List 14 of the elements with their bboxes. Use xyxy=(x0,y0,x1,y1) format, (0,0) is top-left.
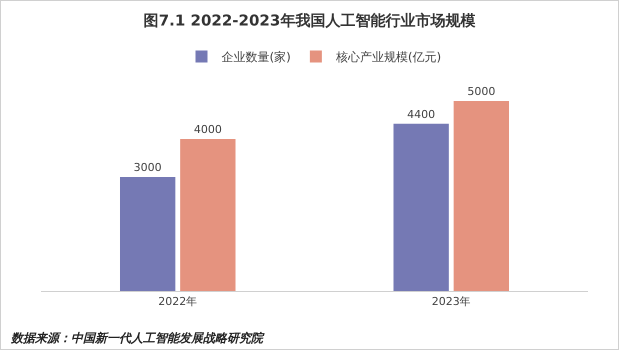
data-label: 4400 xyxy=(407,108,436,121)
bar xyxy=(120,177,176,291)
data-label: 4000 xyxy=(194,123,222,136)
bar xyxy=(180,139,236,291)
x-tick-label: 2022年 xyxy=(158,295,198,308)
chart-title: 图7.1 2022-2023年我国人工智能行业市场规模 xyxy=(144,11,476,30)
x-tick-label: 2023年 xyxy=(432,295,471,308)
bar xyxy=(393,124,449,291)
legend-label: 核心产业规模(亿元) xyxy=(334,50,442,64)
data-label: 5000 xyxy=(467,85,496,98)
data-label: 3000 xyxy=(134,161,162,174)
legend-label: 企业数量(家) xyxy=(222,50,291,64)
bar xyxy=(454,101,510,291)
source-note: 数据来源：中国新一代人工智能发展战略研究院 xyxy=(10,331,265,345)
